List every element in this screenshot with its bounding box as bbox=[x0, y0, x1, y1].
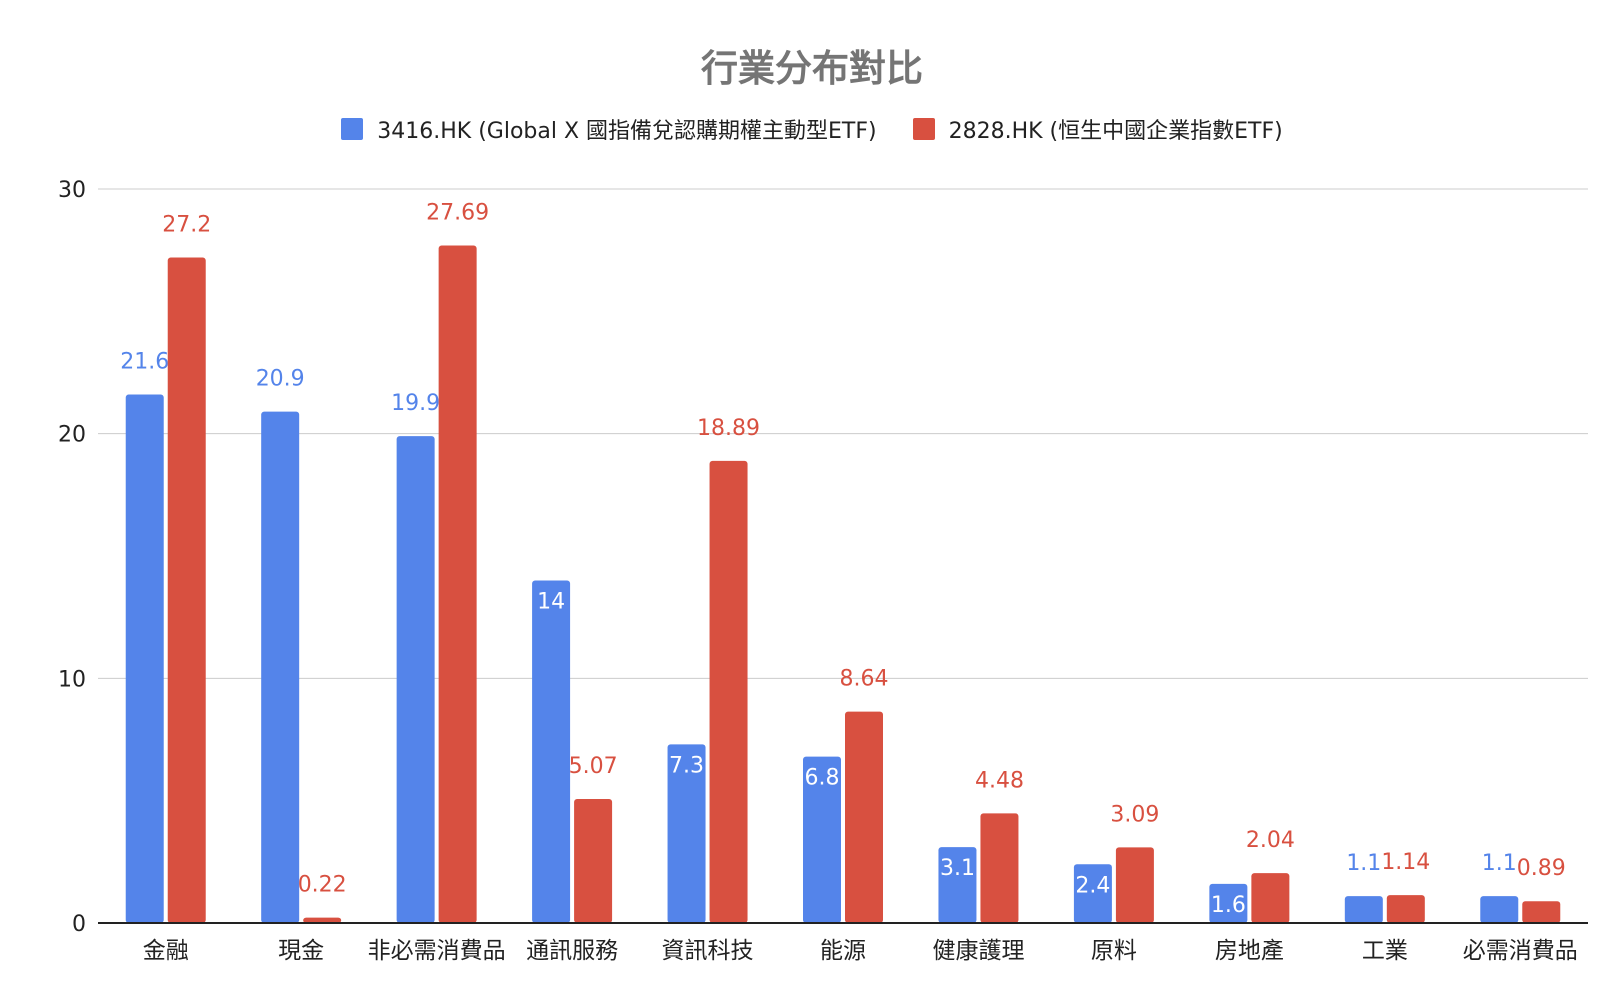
x-tick-label: 金融 bbox=[143, 938, 189, 964]
data-label-series-1: 19.9 bbox=[391, 391, 440, 416]
data-label-series-2: 0.22 bbox=[298, 873, 347, 898]
data-label-series-1: 7.3 bbox=[669, 753, 704, 778]
bar-series-1 bbox=[1073, 864, 1112, 923]
x-tick-label: 工業 bbox=[1362, 938, 1408, 964]
x-tick-label: 現金 bbox=[278, 938, 324, 964]
bar-series-1 bbox=[532, 580, 571, 923]
bar-series-2 bbox=[980, 813, 1019, 923]
bar-series-1 bbox=[803, 756, 841, 923]
bar-series-1 bbox=[667, 744, 706, 923]
data-label-series-2: 3.09 bbox=[1110, 802, 1159, 827]
bar-series-2 bbox=[438, 245, 477, 923]
x-tick-label: 通訊服務 bbox=[526, 938, 618, 964]
bar-series-2 bbox=[1251, 873, 1290, 923]
legend-swatch-series-2 bbox=[912, 118, 935, 140]
bar-series-2 bbox=[1386, 895, 1425, 923]
x-tick-label: 健康護理 bbox=[932, 938, 1024, 964]
legend-item-series-2[interactable]: 2828.HK (恒生中國企業指數ETF) bbox=[912, 113, 1283, 145]
bar-series-1 bbox=[1480, 896, 1519, 923]
data-label-series-1: 6.8 bbox=[805, 766, 840, 791]
bar-series-1 bbox=[1209, 883, 1248, 923]
bar-series-1 bbox=[938, 847, 977, 923]
data-label-series-2: 18.89 bbox=[697, 416, 760, 441]
x-tick-label: 原料 bbox=[1091, 938, 1137, 964]
x-tick-label: 必需消費品 bbox=[1463, 938, 1578, 964]
data-label-series-1: 21.6 bbox=[120, 350, 169, 375]
y-tick-label: 20 bbox=[58, 423, 86, 448]
data-label-series-2: 8.64 bbox=[840, 667, 889, 692]
data-label-series-1: 14 bbox=[537, 589, 565, 614]
legend-swatch-series-1 bbox=[341, 118, 364, 140]
data-label-series-2: 0.89 bbox=[1517, 856, 1566, 881]
data-label-series-2: 5.07 bbox=[569, 754, 618, 779]
x-tick-label: 能源 bbox=[820, 938, 866, 964]
data-label-series-1: 3.1 bbox=[940, 856, 975, 881]
data-label-series-1: 1.1 bbox=[1346, 851, 1381, 876]
y-tick-label: 30 bbox=[58, 178, 86, 203]
bar-series-1 bbox=[261, 411, 300, 923]
data-label-series-2: 4.48 bbox=[975, 768, 1024, 793]
legend-item-series-1[interactable]: 3416.HK (Global X 國指備兌認購期權主動型ETF) bbox=[341, 113, 877, 145]
bar-series-2 bbox=[167, 257, 206, 923]
bar-series-2 bbox=[303, 917, 342, 923]
data-label-series-2: 2.04 bbox=[1246, 828, 1295, 853]
data-label-series-1: 1.1 bbox=[1482, 851, 1517, 876]
bar-series-2 bbox=[709, 460, 748, 923]
y-tick-label: 0 bbox=[72, 912, 86, 937]
bar-series-1 bbox=[396, 436, 435, 923]
data-label-series-2: 27.69 bbox=[426, 201, 489, 226]
bar-series-2 bbox=[1522, 901, 1561, 923]
bar-series-2 bbox=[1115, 847, 1154, 923]
data-label-series-1: 1.6 bbox=[1211, 893, 1246, 918]
x-tick-label: 房地產 bbox=[1215, 938, 1284, 964]
legend-label-series-1: 3416.HK (Global X 國指備兌認購期權主動型ETF) bbox=[377, 119, 877, 144]
data-label-series-1: 2.4 bbox=[1075, 873, 1110, 898]
legend: 3416.HK (Global X 國指備兌認購期權主動型ETF) 2828.H… bbox=[0, 113, 1624, 145]
data-label-series-2: 1.14 bbox=[1381, 850, 1430, 875]
x-tick-label: 資訊科技 bbox=[662, 938, 754, 964]
data-label-series-2: 27.2 bbox=[162, 213, 211, 238]
legend-label-series-2: 2828.HK (恒生中國企業指數ETF) bbox=[948, 119, 1283, 144]
data-label-series-1: 20.9 bbox=[256, 367, 305, 392]
bar-series-1 bbox=[125, 394, 164, 923]
bar-series-2 bbox=[574, 798, 613, 923]
bar-series-2 bbox=[845, 711, 883, 923]
bar-series-1 bbox=[1344, 896, 1383, 923]
x-tick-label: 非必需消費品 bbox=[368, 938, 506, 964]
y-tick-label: 10 bbox=[58, 667, 86, 692]
chart-title: 行業分布對比 bbox=[701, 47, 923, 90]
